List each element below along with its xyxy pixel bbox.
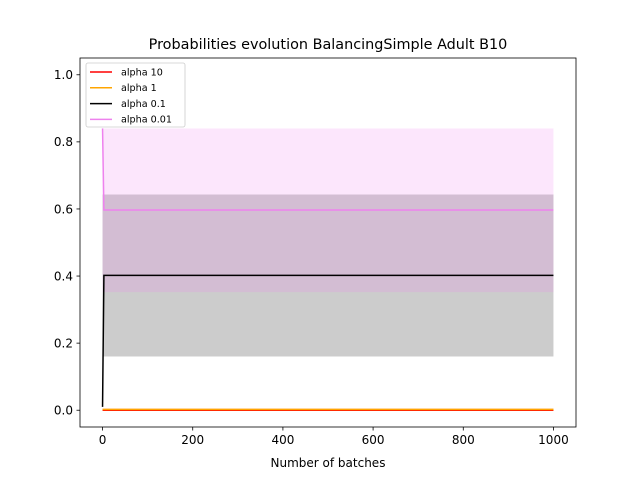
- x-tick-label: 200: [181, 433, 204, 447]
- y-tick-label: 0.0: [54, 404, 73, 418]
- y-axis-ticks: 0.0 0.2 0.4 0.6 0.8 1.0: [54, 68, 80, 418]
- legend: alpha 10 alpha 1 alpha 0.1 alpha 0.01: [85, 62, 186, 128]
- legend-box: [85, 62, 186, 128]
- y-tick-label: 0.6: [54, 202, 73, 216]
- x-tick-label: 400: [271, 433, 294, 447]
- y-tick-label: 0.8: [54, 135, 73, 149]
- legend-label: alpha 0.01: [121, 115, 172, 126]
- legend-label: alpha 1: [121, 83, 157, 94]
- x-tick-label: 1000: [538, 433, 569, 447]
- y-tick-label: 0.2: [54, 336, 73, 350]
- legend-label: alpha 10: [121, 67, 163, 78]
- x-axis-label: Number of batches: [271, 456, 386, 470]
- x-tick-label: 800: [452, 433, 475, 447]
- y-tick-label: 1.0: [54, 68, 73, 82]
- line-alpha-0-1: [101, 274, 554, 407]
- line-alpha-0-01: [101, 128, 554, 211]
- series-lines: [101, 128, 554, 411]
- plot-area-frame: [79, 57, 577, 428]
- x-tick-label: 0: [99, 433, 107, 447]
- y-tick-label: 0.4: [54, 269, 73, 283]
- x-axis-ticks: 0 200 400 600 800 1000: [99, 427, 569, 447]
- confidence-bands: [102, 128, 554, 411]
- legend-label: alpha 0.1: [121, 99, 166, 110]
- chart-title: Probabilities evolution BalancingSimple …: [149, 37, 508, 53]
- x-tick-label: 600: [362, 433, 385, 447]
